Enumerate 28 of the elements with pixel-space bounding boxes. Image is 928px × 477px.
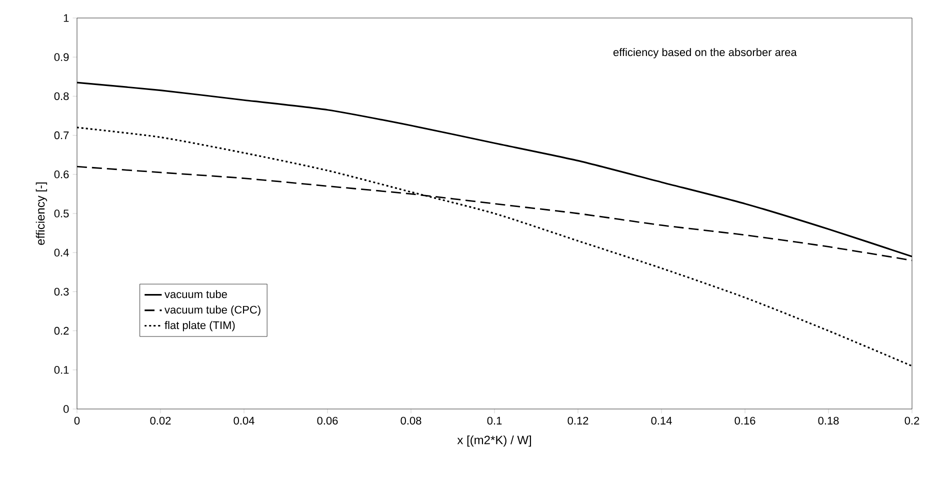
y-tick-label: 0.4 xyxy=(54,248,69,256)
x-tick-label: 0.2 xyxy=(904,416,920,425)
legend-label: vacuum tube xyxy=(164,290,227,298)
x-tick-label: 0.18 xyxy=(818,416,839,425)
y-tick-label: 0.8 xyxy=(54,92,69,100)
annotation: efficiency based on the absorber area xyxy=(613,48,797,58)
x-tick-label: 0.16 xyxy=(734,416,756,425)
y-tick-label: 0.3 xyxy=(54,288,69,296)
x-tick-label: 0.14 xyxy=(651,416,672,425)
x-axis-title: x [(m2*K) / W] xyxy=(457,435,531,447)
y-tick-label: 0.9 xyxy=(54,53,69,61)
y-tick-label: 0 xyxy=(64,405,69,413)
x-tick-label: 0 xyxy=(74,416,80,425)
y-axis-title: efficiency [-] xyxy=(36,182,48,245)
y-tick-label: 0.5 xyxy=(54,210,69,218)
x-tick-label: 0.06 xyxy=(317,416,338,425)
x-tick-label: 0.08 xyxy=(400,416,422,425)
x-tick-label: 0.04 xyxy=(234,416,254,425)
x-tick-label: 0.12 xyxy=(568,416,588,425)
x-tick-label: 0.02 xyxy=(150,416,171,425)
y-tick-label: 1 xyxy=(64,14,69,22)
legend-label: vacuum tube (CPC) xyxy=(164,306,260,316)
y-tick-label: 0.7 xyxy=(54,131,69,140)
legend-label: flat plate (TIM) xyxy=(164,321,235,332)
y-tick-label: 0.6 xyxy=(54,170,69,178)
y-tick-label: 0.2 xyxy=(54,326,69,335)
y-tick-label: 0.1 xyxy=(54,366,69,374)
x-tick-label: 0.1 xyxy=(487,416,502,425)
